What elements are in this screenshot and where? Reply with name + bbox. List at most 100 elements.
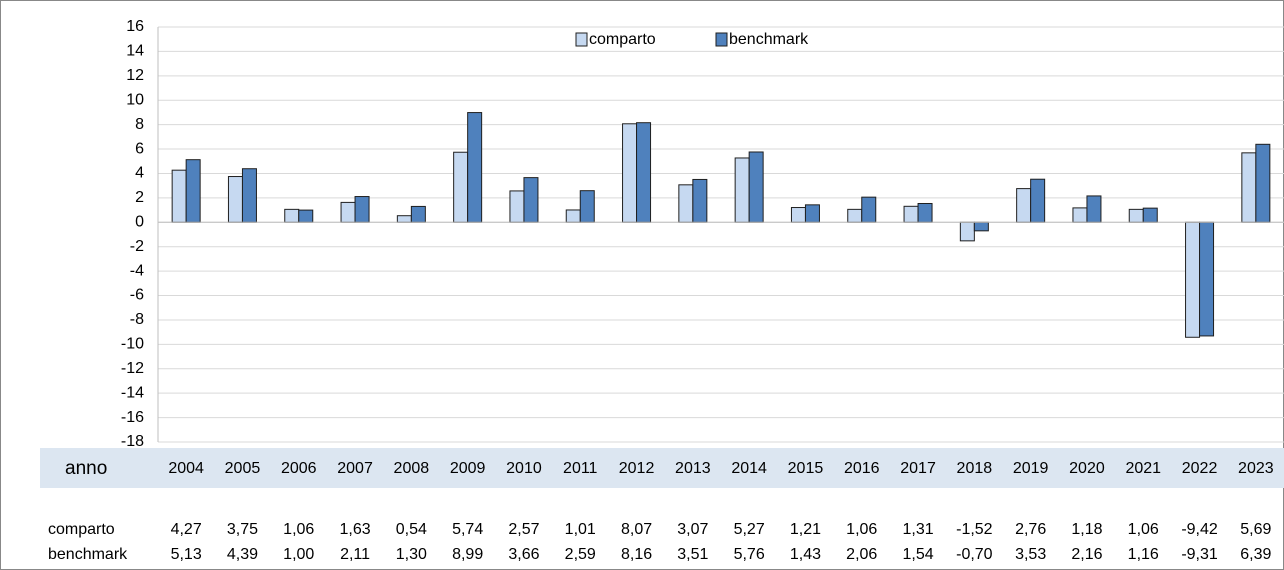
y-tick-label: -16 [121,409,144,426]
table-cell: 2,76 [1015,521,1046,538]
bar [734,157,750,223]
bar [959,221,975,242]
y-tick-label: -18 [121,433,144,450]
table-cell: 1,21 [790,521,821,538]
y-tick-label: 16 [126,18,144,35]
bar [185,159,201,223]
y-tick-label: -12 [121,360,144,377]
table-cell: 5,76 [734,546,765,563]
bar [1128,208,1144,223]
table-cell: 4,39 [227,546,258,563]
table-header: anno [65,458,107,479]
bar [354,196,370,223]
x-tick-label: 2019 [1013,460,1049,477]
bar [241,168,257,223]
y-tick-label: -6 [130,287,144,304]
y-tick-label: -4 [130,262,144,279]
y-tick-label: 4 [135,165,144,182]
table-cell: 3,75 [227,521,258,538]
table-cell: 1,01 [565,521,596,538]
legend-swatch [575,32,588,47]
bar [861,196,877,223]
table-cell: 5,69 [1240,521,1271,538]
table-cell: 3,51 [677,546,708,563]
bar [523,177,539,223]
y-tick-label: 6 [135,140,144,157]
table-cell: 1,06 [846,521,877,538]
table-cell: 5,74 [452,521,483,538]
bar [284,208,300,223]
legend-swatch [715,32,728,47]
table-cell: 1,00 [283,546,314,563]
bar [636,122,652,223]
table-cell: 2,59 [565,546,596,563]
table-cell: -9,42 [1181,521,1218,538]
table-cell: 8,99 [452,546,483,563]
bar [1072,207,1088,223]
y-tick-label: -2 [130,238,144,255]
table-header-band [40,448,1284,488]
bar [340,201,356,223]
bar [804,204,820,223]
bar [1086,195,1102,223]
x-tick-label: 2022 [1182,460,1218,477]
x-tick-label: 2004 [168,460,204,477]
y-tick-label: 8 [135,116,144,133]
bar [171,169,187,223]
bar [579,190,595,223]
table-cell: 6,39 [1240,546,1271,563]
x-tick-label: 2007 [337,460,373,477]
y-tick-label: 12 [126,67,144,84]
y-tick-label: -8 [130,311,144,328]
bar [227,176,243,223]
bar [1185,221,1201,338]
x-tick-label: 2005 [225,460,261,477]
table-cell: -1,52 [956,521,993,538]
bar [467,112,483,223]
table-cell: 8,07 [621,521,652,538]
table-row-label: comparto [48,521,115,538]
bar [410,205,426,223]
bar [1016,188,1032,223]
table-cell: 2,57 [508,521,539,538]
x-tick-label: 2008 [394,460,430,477]
bar [973,221,989,232]
table-row-label: benchmark [48,546,128,563]
x-tick-label: 2012 [619,460,655,477]
x-tick-label: 2021 [1125,460,1161,477]
x-tick-label: 2023 [1238,460,1274,477]
table-cell: 3,07 [677,521,708,538]
table-cell: -0,70 [956,546,993,563]
table-cell: 1,43 [790,546,821,563]
bar [298,209,314,223]
legend-label: comparto [589,31,656,48]
y-tick-label: 0 [135,214,144,231]
x-tick-label: 2016 [844,460,880,477]
bar [903,205,919,223]
bar [1241,152,1257,223]
y-tick-label: 10 [126,91,144,108]
table-cell: 1,06 [283,521,314,538]
bar [1142,207,1158,223]
table-cell: 1,16 [1128,546,1159,563]
x-tick-label: 2017 [900,460,936,477]
legend-label: benchmark [729,31,809,48]
table-cell: 1,31 [902,521,933,538]
y-tick-label: -10 [121,336,144,353]
x-tick-label: 2013 [675,460,711,477]
table-cell: 3,53 [1015,546,1046,563]
bar [1199,221,1215,337]
table-cell: -9,31 [1181,546,1218,563]
table-cell: 2,16 [1071,546,1102,563]
bar [678,184,694,223]
bar [565,209,581,223]
table-cell: 5,27 [734,521,765,538]
table-cell: 4,27 [171,521,202,538]
bar [692,178,708,223]
table-cell: 1,54 [902,546,933,563]
table-cell: 5,13 [171,546,202,563]
x-tick-label: 2020 [1069,460,1105,477]
table-cell: 3,66 [508,546,539,563]
x-tick-label: 2009 [450,460,486,477]
